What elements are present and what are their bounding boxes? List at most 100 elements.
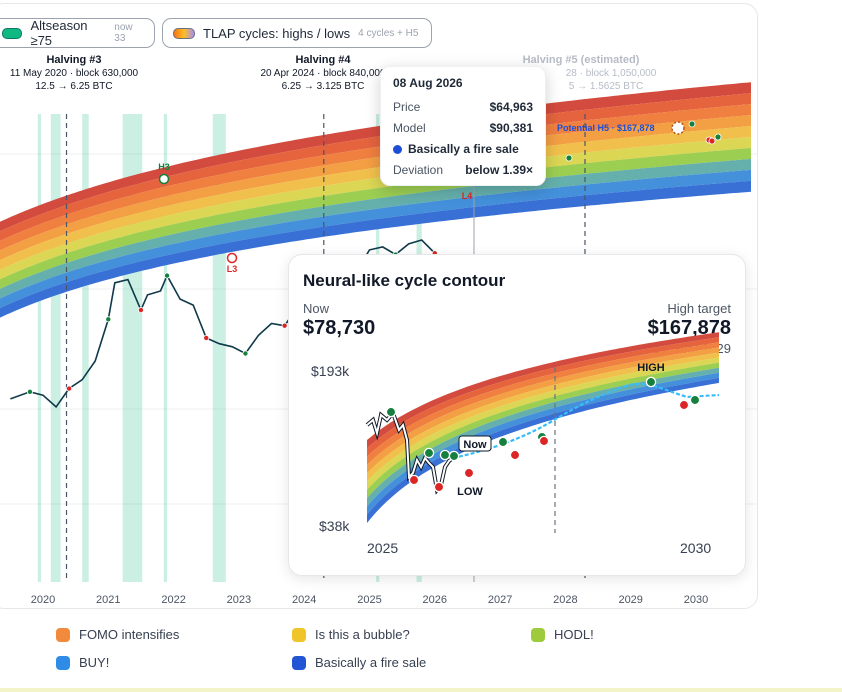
- inset-cycle-point: [439, 449, 451, 461]
- now-tag-box: [458, 435, 492, 452]
- tooltip-date: 08 Aug 2026: [393, 76, 463, 90]
- x-tick-label: 2029: [618, 594, 643, 606]
- legend-buy-label: BUY!: [79, 655, 110, 670]
- cycle-point: [281, 322, 288, 329]
- altseason-toggle[interactable]: Altseason ≥75 now 33: [0, 18, 155, 48]
- x-tick-label: 2025: [357, 594, 382, 606]
- h3-tag: H3: [158, 162, 170, 172]
- main-rainbow-band: [0, 126, 751, 270]
- tooltip-price-label: Price: [393, 100, 421, 114]
- inset-x-right: 2030: [680, 540, 712, 556]
- x-tick-label: 2030: [683, 594, 709, 606]
- halving-3-reward: 12.5 → 6.25 BTC: [35, 81, 113, 92]
- halving-4-label: Halving #4 20 Apr 2024 · block 840,000 6…: [260, 54, 385, 93]
- altseason-band: [37, 114, 42, 582]
- tlap-label: TLAP cycles: highs / lows: [203, 25, 351, 41]
- l4-tag: L4: [462, 191, 473, 201]
- inset-cycle-point: [463, 467, 475, 479]
- tooltip-zone: Basically a fire sale: [408, 142, 519, 156]
- inset-cycle-point: [433, 481, 445, 493]
- buy-swatch-icon: [56, 655, 70, 670]
- inset-cycle-point: [509, 449, 521, 461]
- altseason-swatch-icon: [2, 27, 23, 39]
- cycle-point: [105, 316, 112, 323]
- main-rainbow-band: [0, 147, 751, 289]
- rainbow-swatch-icon: [173, 27, 195, 39]
- bubble-swatch-icon: [292, 627, 306, 642]
- legend-fomo: FOMO intensifies: [56, 627, 179, 642]
- inset-cycle-point: [645, 376, 657, 388]
- tlap-sub: 4 cycles + H5: [358, 27, 419, 39]
- legend-fomo-label: FOMO intensifies: [79, 627, 180, 642]
- h5-tag: Potential H5 · $167,878: [557, 123, 655, 133]
- now-tag: Now: [463, 439, 487, 451]
- legend-bubble-label: Is this a bubble?: [315, 627, 410, 642]
- fire-sale-swatch-icon: [292, 655, 306, 670]
- main-rainbow-band: [0, 137, 751, 280]
- tooltip-deviation: below 1.39×: [465, 163, 533, 177]
- altseason-band: [82, 114, 89, 582]
- inset-title: Neural-like cycle contour: [303, 271, 506, 290]
- future-point: [688, 120, 696, 128]
- tooltip-model: $90,381: [489, 121, 533, 135]
- bottom-strip: [0, 688, 842, 692]
- x-tick-label: 2027: [487, 594, 513, 606]
- inset-cycle-point: [448, 450, 460, 462]
- altseason-label: Altseason ≥75: [30, 18, 88, 48]
- tlap-cycles-toggle[interactable]: TLAP cycles: highs / lows 4 cycles + H5: [162, 18, 432, 48]
- high-target-label: High target: [667, 301, 731, 316]
- halving-4-reward: 6.25 → 3.125 BTC: [281, 81, 365, 92]
- hodl-swatch-icon: [531, 627, 545, 642]
- high-tag: HIGH: [637, 362, 665, 374]
- halving-4-title: Halving #4: [295, 54, 351, 66]
- future-point: [565, 154, 573, 162]
- x-tick-label: 2026: [422, 594, 448, 606]
- inset-y-top: $193k: [311, 363, 350, 379]
- tooltip-model-label: Model: [393, 121, 426, 135]
- inset-cycle-point: [408, 474, 420, 486]
- l3-tag: L3: [227, 264, 238, 274]
- main-rainbow-band: [0, 82, 751, 232]
- halving-5-reward: 5 → 1.5625 BTC: [568, 81, 644, 92]
- inset-cycle-point: [497, 436, 509, 448]
- altseason-band: [163, 114, 168, 582]
- future-point: [708, 137, 716, 145]
- zone-dot-icon: [393, 144, 402, 154]
- halving-3-date: 11 May 2020 · block 630,000: [9, 68, 139, 79]
- cycle-point: [137, 307, 144, 314]
- contour-chart: Now HIGH LOW: [365, 332, 720, 533]
- h3-marker: [158, 173, 170, 185]
- inset-cycle-point: [423, 447, 435, 459]
- cycle-contour-panel: Neural-like cycle contour Now $78,730 Hi…: [288, 254, 746, 576]
- inset-cycle-point: [689, 394, 701, 406]
- legend-fire-sale: Basically a fire sale: [292, 655, 426, 670]
- main-rainbow-band: [0, 158, 751, 299]
- now-value: $78,730: [303, 317, 376, 339]
- main-rainbow-band: [0, 104, 751, 251]
- legend-hodl: HODL!: [531, 627, 594, 642]
- tooltip-deviation-label: Deviation: [393, 163, 444, 177]
- inset-projection-line: [452, 382, 720, 460]
- halving-3-label: Halving #3 11 May 2020 · block 630,000 1…: [10, 54, 138, 93]
- inset-x-left: 2025: [367, 540, 399, 556]
- h5-marker: [671, 121, 685, 135]
- cycle-point: [164, 272, 171, 279]
- halving-3-title: Halving #3: [46, 54, 102, 66]
- inset-cycle-point: [385, 406, 397, 418]
- low-tag: LOW: [457, 486, 483, 498]
- hover-tooltip: 08 Aug 2026 Price $64,963 Model $90,381 Ba…: [380, 66, 546, 186]
- fomo-swatch-icon: [56, 627, 70, 642]
- cycle-point: [242, 350, 249, 357]
- legend-bubble: Is this a bubble?: [292, 627, 410, 642]
- x-tick-label: 2020: [30, 594, 56, 606]
- tooltip-price: $64,963: [489, 100, 533, 114]
- x-tick-label: 2028: [553, 594, 578, 606]
- main-rainbow-band: [0, 169, 751, 309]
- main-rainbow-band: [0, 93, 751, 241]
- cycle-point: [66, 385, 73, 392]
- halving-5-title: Halving #5 (estimated): [522, 54, 640, 66]
- now-label: Now: [303, 301, 330, 316]
- main-rainbow-band: [0, 180, 751, 318]
- halving-4-date: 20 Apr 2024 · block 840,000: [260, 68, 386, 79]
- inset-cycle-point: [678, 399, 690, 411]
